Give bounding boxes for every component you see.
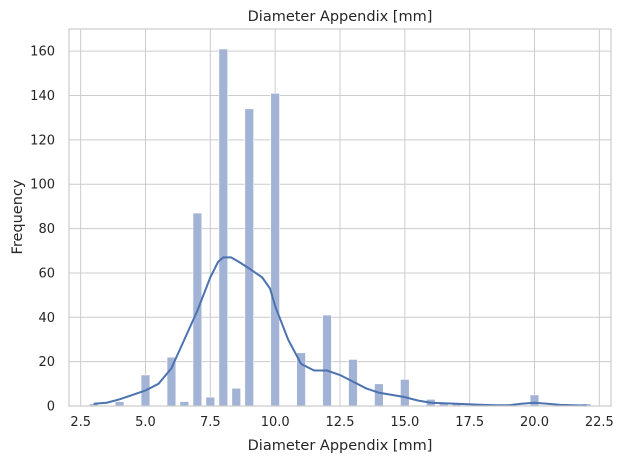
y-tick-label: 140: [30, 89, 55, 104]
histogram-bar: [400, 379, 410, 407]
histogram-bar: [231, 387, 241, 407]
x-tick-label: 20.0: [520, 415, 549, 430]
x-tick-label: 17.5: [455, 415, 484, 430]
chart-title: Diameter Appendix [mm]: [248, 9, 433, 25]
histogram-bar: [205, 396, 216, 407]
histogram-bar: [529, 394, 540, 407]
plot-frame: [68, 28, 612, 407]
x-tick-label: 22.5: [585, 415, 614, 430]
y-axis-label: Frequency: [10, 179, 26, 254]
x-tick-label: 12.5: [326, 415, 355, 430]
histogram-bar: [218, 48, 229, 407]
y-tick-label: 160: [30, 45, 55, 60]
histogram-bar: [296, 352, 306, 407]
kde-line: [93, 256, 587, 407]
x-tick-labels: 2.5 5.0 7.5 10.0 12.5 15.0 17.5 20.0 22.5: [70, 415, 613, 430]
histogram-bar: [322, 314, 332, 407]
x-tick-label: 2.5: [70, 415, 91, 430]
histogram-bar: [270, 93, 280, 407]
histogram-bar: [114, 401, 125, 407]
y-tick-label: 40: [38, 311, 55, 326]
x-tick-label: 5.0: [135, 415, 156, 430]
x-tick-label: 15.0: [390, 415, 419, 430]
histogram-bar: [166, 356, 177, 407]
y-tick-label: 120: [30, 133, 55, 148]
histogram-bar: [374, 383, 384, 407]
x-tick-label: 7.5: [200, 415, 221, 430]
x-tick-label: 10.0: [261, 415, 290, 430]
y-tick-label: 0: [47, 400, 55, 415]
histogram-bar: [179, 401, 190, 407]
x-axis-label: Diameter Appendix [mm]: [248, 438, 433, 454]
y-tick-label: 80: [38, 222, 55, 237]
y-tick-label: 100: [30, 178, 55, 193]
y-tick-labels: 0 20 40 60 80 100 120 140 160: [30, 45, 55, 415]
y-tick-label: 20: [38, 355, 55, 370]
histogram-bar: [244, 108, 254, 407]
y-tick-label: 60: [38, 266, 55, 281]
